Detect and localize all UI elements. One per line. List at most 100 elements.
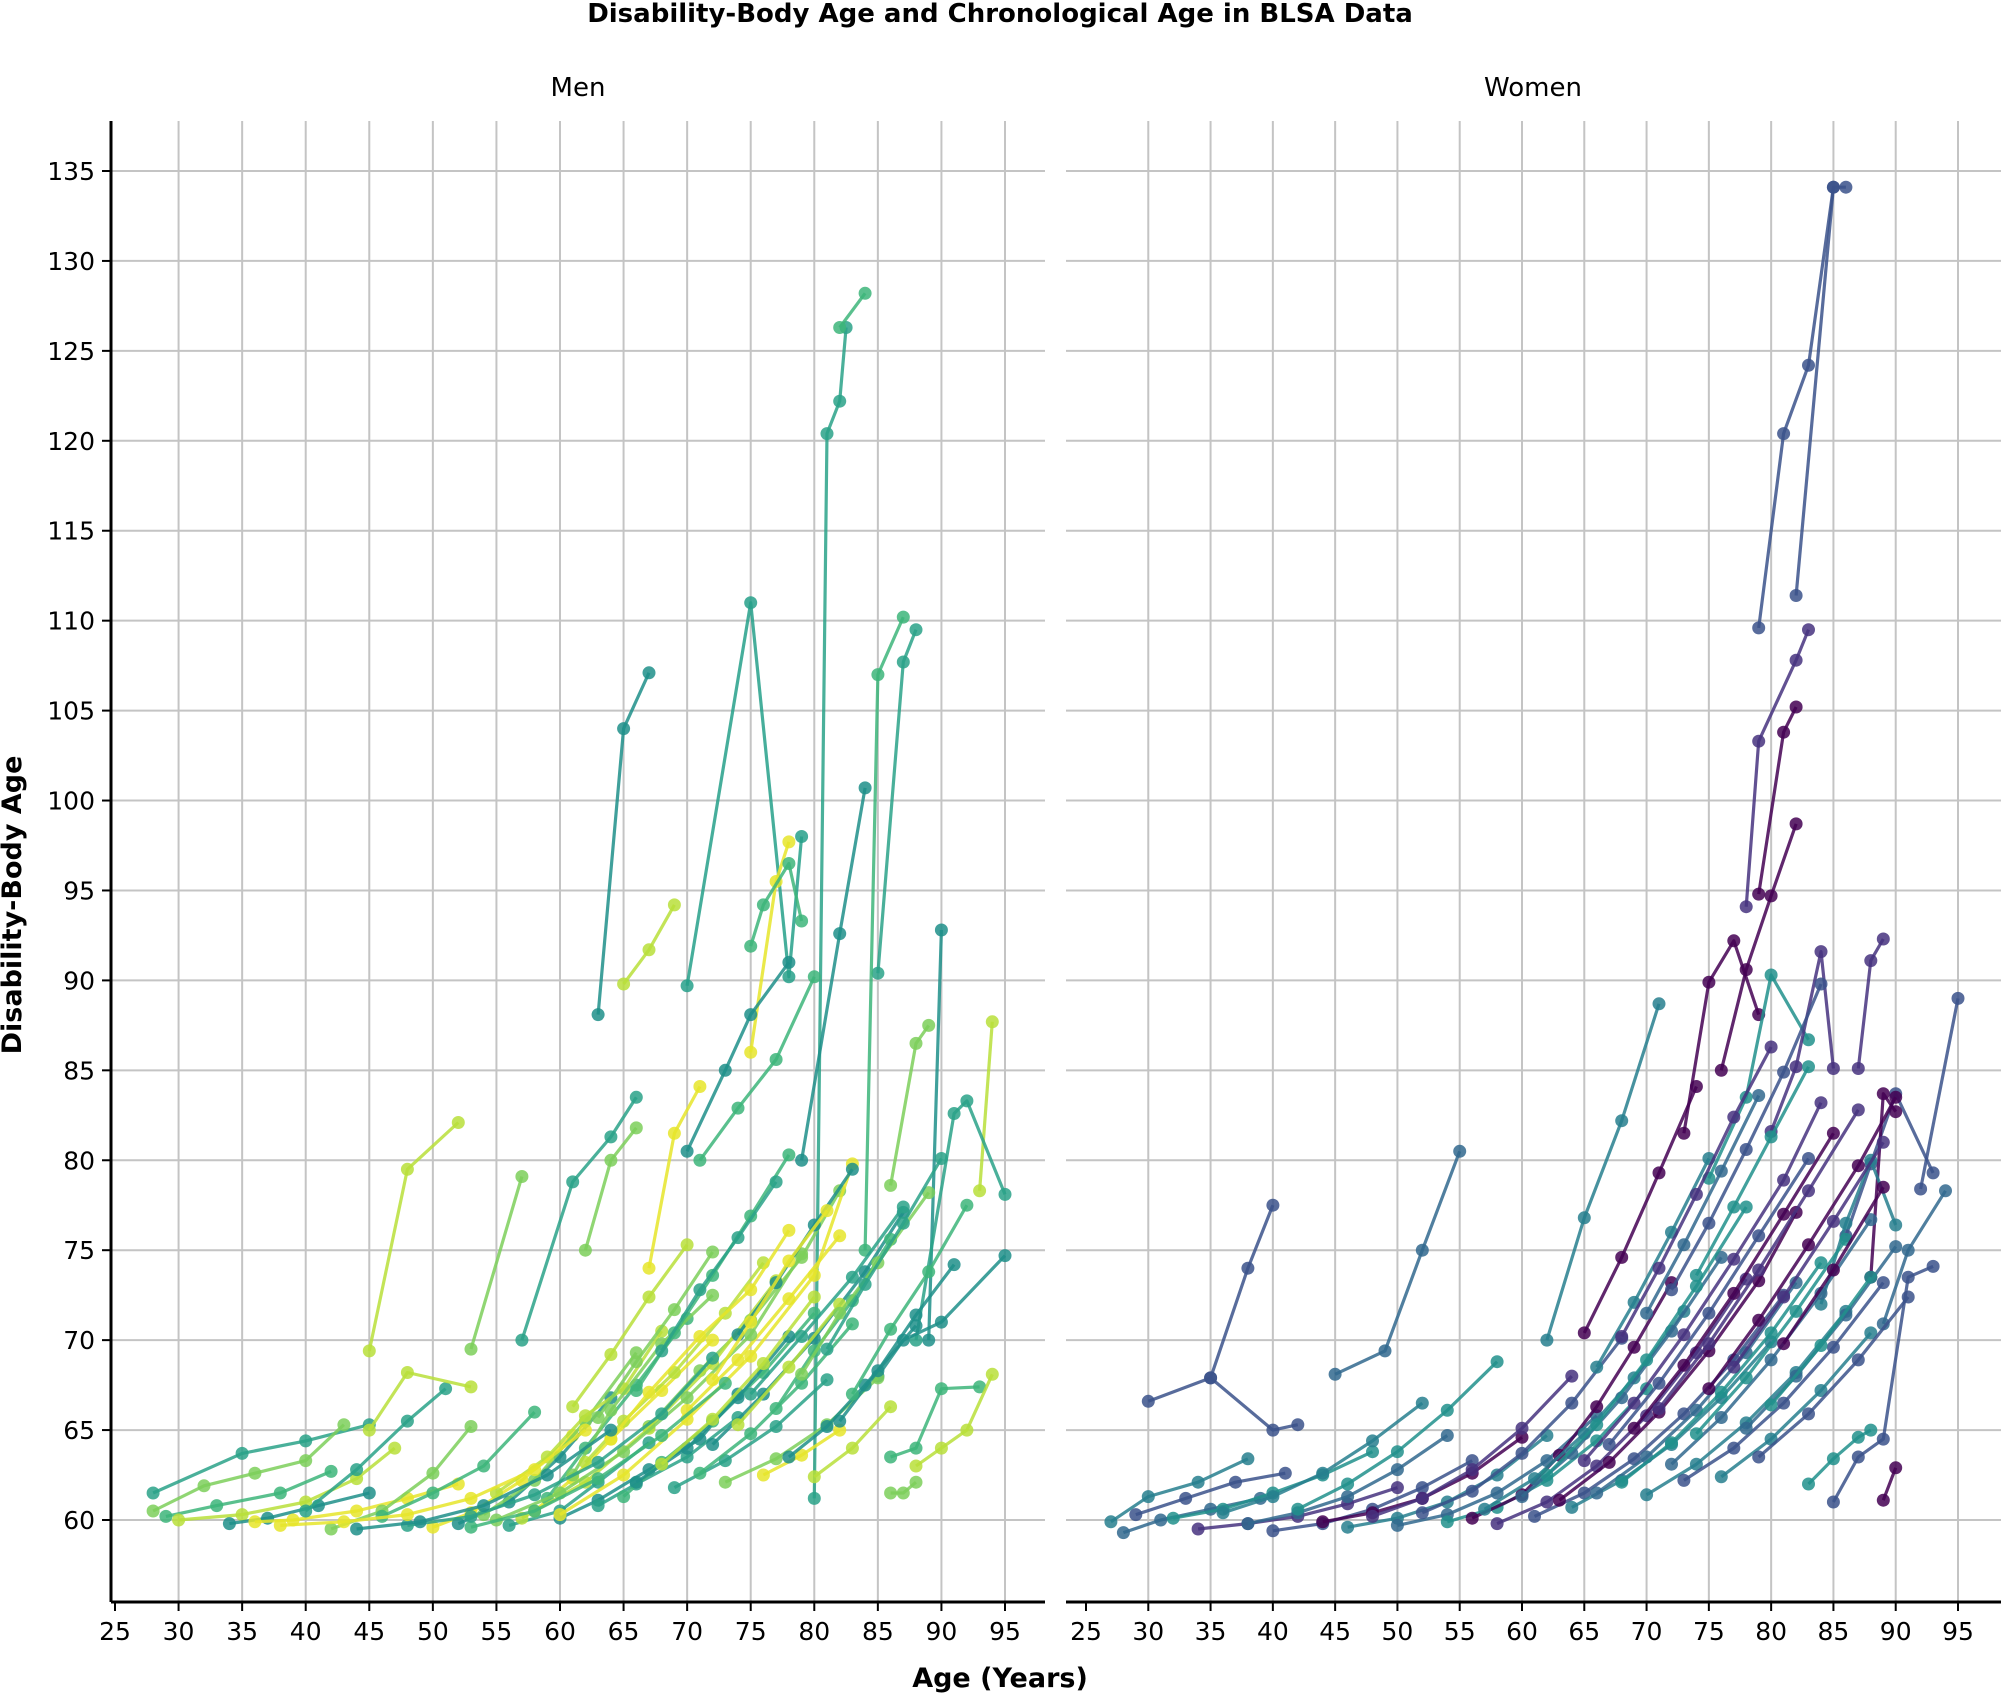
data-point-men-24-3	[985, 1367, 999, 1381]
data-point-women-53-1	[1739, 1371, 1753, 1385]
series-men-72	[273, 1423, 592, 1532]
x-tick-label-men-90: 90	[926, 1617, 958, 1646]
data-point-men-65-0	[845, 1387, 859, 1401]
data-point-women-8-2	[1415, 1243, 1429, 1257]
data-point-men-73-1	[604, 1348, 618, 1361]
series-women-55	[1714, 1326, 1878, 1484]
data-point-men-71-0	[350, 1522, 364, 1536]
series-women-54	[1702, 1090, 1903, 1396]
series-men-23	[884, 1475, 923, 1500]
series-line-men-14	[583, 1126, 638, 1251]
data-point-women-54-3	[1851, 1159, 1865, 1173]
data-point-women-25-0	[1191, 1522, 1205, 1536]
x-tick-label-women-75: 75	[1693, 1617, 1725, 1646]
series-line-women-66	[1582, 1085, 1698, 1334]
data-point-women-65-0	[1689, 1268, 1703, 1282]
data-point-men-0-2	[642, 666, 656, 680]
data-point-men-57-1	[795, 1330, 809, 1343]
data-point-men-4-1	[833, 927, 847, 941]
x-tick-label-women-35: 35	[1195, 1617, 1227, 1646]
data-point-men-31-3	[464, 1420, 478, 1433]
x-tick-label-women-65: 65	[1568, 1617, 1600, 1646]
data-point-men-16-3	[807, 970, 821, 984]
series-line-men-12	[469, 1176, 524, 1350]
data-point-women-4-2	[1764, 889, 1778, 903]
data-point-women-19-1	[1826, 1452, 1840, 1466]
data-point-women-44-3	[1727, 1252, 1741, 1266]
series-line-men-21	[876, 1254, 1007, 1378]
data-point-women-14-3	[1926, 1166, 1940, 1180]
data-point-men-25-0	[146, 1486, 160, 1500]
series-line-men-63	[825, 1157, 943, 1350]
data-point-women-3-1	[1777, 725, 1791, 739]
data-point-women-50-2	[1752, 1263, 1766, 1277]
data-point-women-33-0	[1390, 1518, 1404, 1532]
data-point-women-18-2	[1876, 1432, 1890, 1446]
data-point-men-64-1	[871, 1364, 885, 1378]
series-line-men-57	[749, 1206, 905, 1396]
data-point-men-57-3	[896, 1200, 910, 1214]
data-point-women-49-1	[1689, 1457, 1703, 1471]
data-point-men-24-1	[934, 1441, 948, 1455]
series-women-48	[1627, 1126, 1840, 1435]
data-point-men-5-2	[909, 623, 923, 637]
data-point-men-70-1	[464, 1509, 478, 1523]
data-point-women-60-1	[1826, 1263, 1840, 1277]
series-line-women-53	[1695, 1238, 1848, 1435]
data-point-women-30-0	[1316, 1515, 1330, 1529]
data-point-women-16-0	[1876, 1317, 1890, 1331]
data-point-men-2-2	[833, 394, 847, 408]
data-point-women-27-3	[1390, 1463, 1404, 1477]
x-tick-label-women-85: 85	[1818, 1617, 1850, 1646]
series-men-28	[172, 1441, 402, 1527]
x-tick-label-women-45: 45	[1319, 1617, 1351, 1646]
data-point-men-76-0	[655, 1344, 669, 1358]
data-point-men-31-2	[426, 1466, 440, 1480]
data-point-men-16-2	[769, 1053, 783, 1066]
data-point-women-21-2	[1191, 1475, 1205, 1489]
data-point-men-58-1	[795, 1448, 809, 1462]
y-axis-label: Disability-Body Age	[0, 756, 28, 1055]
series-men-69	[464, 1376, 732, 1534]
data-point-women-29-0	[1291, 1502, 1305, 1516]
series-line-women-19	[1807, 1428, 1872, 1486]
series-line-women-56	[1732, 1141, 1885, 1369]
data-point-men-13-1	[566, 1175, 580, 1189]
data-point-men-34-1	[426, 1486, 440, 1500]
data-point-men-64-0	[833, 1414, 847, 1428]
series-line-men-34	[381, 1411, 536, 1518]
series-men-13	[515, 1090, 643, 1347]
data-point-men-71-3	[540, 1468, 554, 1482]
data-point-women-24-0	[1166, 1511, 1180, 1525]
data-point-women-32-3	[1515, 1421, 1529, 1435]
data-point-men-53-1	[744, 1427, 758, 1441]
data-point-women-1-1	[1826, 180, 1840, 194]
data-point-women-2-2	[1789, 653, 1803, 667]
series-men-78	[706, 1204, 834, 1387]
data-point-women-51-0	[1665, 1457, 1678, 1471]
data-point-women-0-2	[1802, 358, 1815, 372]
series-line-men-18	[978, 1021, 994, 1191]
series-women-60	[1777, 1180, 1890, 1351]
data-point-men-78-1	[744, 1315, 758, 1329]
data-point-women-65-1	[1727, 1200, 1741, 1214]
data-point-women-20-1	[1889, 1461, 1903, 1475]
x-tick-label-men-85: 85	[862, 1617, 894, 1646]
series-men-4	[795, 781, 872, 1167]
x-tick-label-women-25: 25	[1070, 1617, 1102, 1646]
data-point-women-32-1	[1415, 1491, 1429, 1505]
data-point-women-19-0	[1802, 1477, 1815, 1491]
data-point-men-26-3	[299, 1454, 313, 1468]
data-point-women-34-0	[1415, 1506, 1429, 1520]
data-point-men-32-3	[439, 1382, 453, 1396]
data-point-men-74-2	[667, 1303, 681, 1317]
data-point-men-48-0	[629, 1475, 643, 1489]
data-point-men-26-0	[146, 1504, 160, 1518]
data-point-women-21-3	[1241, 1452, 1255, 1466]
data-point-men-61-3	[922, 1186, 936, 1200]
data-point-women-55-0	[1714, 1470, 1728, 1484]
data-point-men-32-2	[400, 1414, 414, 1428]
data-point-men-50-0	[655, 1457, 669, 1471]
y-tick-label-70: 70	[63, 1326, 95, 1355]
series-line-women-10	[1545, 1003, 1661, 1341]
